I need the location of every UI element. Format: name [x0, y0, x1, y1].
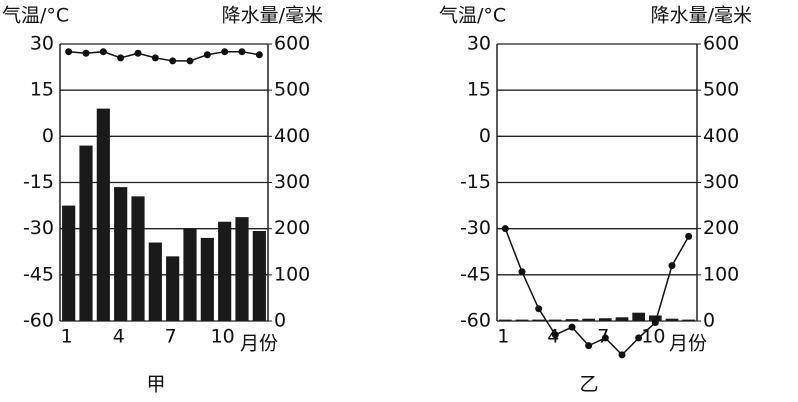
- bar: [252, 230, 266, 321]
- y-tick-label: 30: [467, 33, 491, 55]
- x-tick-label: 7: [165, 326, 177, 348]
- line: [68, 50, 260, 62]
- bar: [599, 318, 612, 321]
- line-point: [203, 51, 211, 59]
- line-point: [685, 232, 693, 240]
- y-tick-label: 15: [30, 79, 54, 101]
- bar: [148, 242, 162, 321]
- x-tick-label: 10: [641, 326, 665, 348]
- y-tick-label: -15: [23, 171, 54, 193]
- chart-caption: 乙: [579, 374, 598, 396]
- y-tick-label: -45: [460, 263, 491, 285]
- line-point: [221, 48, 229, 56]
- bar: [62, 205, 76, 321]
- x-axis-title: 月份: [240, 333, 278, 355]
- line-point: [82, 49, 90, 57]
- x-tick-label: 1: [61, 326, 73, 348]
- y-tick-label: -60: [460, 310, 491, 332]
- bar: [532, 319, 545, 321]
- bar: [665, 318, 679, 321]
- y2-tick-label: 400: [703, 125, 739, 147]
- bar: [79, 145, 93, 321]
- bar: [515, 319, 529, 321]
- y-axis-title: 气温/°C: [2, 5, 69, 27]
- y2-tick-label: 200: [703, 217, 739, 239]
- y2-tick-label: 500: [274, 79, 310, 101]
- bar: [131, 196, 145, 321]
- line-point: [501, 225, 509, 233]
- y2-tick-label: 300: [274, 171, 310, 193]
- line-point: [535, 305, 543, 313]
- line-point: [585, 342, 593, 350]
- bar: [632, 312, 645, 321]
- bar: [235, 217, 249, 321]
- line-point: [169, 57, 177, 65]
- line-point: [635, 334, 643, 342]
- line-point: [65, 48, 73, 56]
- line-point: [568, 323, 576, 331]
- line-point: [518, 268, 526, 276]
- y2-tick-label: 300: [703, 171, 739, 193]
- y-tick-label: -60: [23, 310, 54, 332]
- line-point: [99, 48, 107, 56]
- line-point: [186, 57, 194, 65]
- y-tick-label: -30: [23, 217, 54, 239]
- y2-axis-title: 降水量/毫米: [651, 5, 752, 27]
- y-tick-label: 0: [479, 125, 491, 147]
- bar: [114, 187, 128, 321]
- line-point: [551, 331, 559, 339]
- line-point: [668, 262, 676, 270]
- line-point: [601, 334, 609, 342]
- bar: [218, 221, 232, 321]
- y2-tick-label: 0: [274, 310, 286, 332]
- bar: [499, 319, 512, 321]
- y-tick-label: 30: [30, 33, 54, 55]
- x-tick-label: 4: [113, 326, 125, 348]
- y2-tick-label: 100: [703, 263, 739, 285]
- y2-tick-label: 0: [703, 310, 715, 332]
- line-point: [618, 351, 626, 359]
- y2-tick-label: 600: [274, 33, 310, 55]
- y-tick-label: -30: [460, 217, 491, 239]
- x-axis-title: 月份: [669, 333, 707, 355]
- y2-tick-label: 200: [274, 217, 310, 239]
- y-tick-label: -15: [460, 171, 491, 193]
- y2-tick-label: 400: [274, 125, 310, 147]
- chart-caption: 甲: [146, 374, 165, 396]
- line-point: [651, 319, 659, 327]
- bar: [200, 237, 214, 321]
- line-point: [238, 48, 246, 56]
- y2-tick-label: 500: [703, 79, 739, 101]
- bar: [582, 318, 595, 321]
- y-tick-label: 0: [42, 125, 54, 147]
- x-tick-label: 1: [497, 326, 509, 348]
- y-axis-title: 气温/°C: [439, 5, 506, 27]
- bar: [615, 317, 629, 321]
- y-tick-label: -45: [23, 263, 54, 285]
- line-point: [134, 49, 142, 57]
- y-tick-label: 15: [467, 79, 491, 101]
- bar: [649, 315, 662, 321]
- y2-tick-label: 600: [703, 33, 739, 55]
- bar: [96, 108, 110, 321]
- bar: [183, 228, 197, 321]
- y2-tick-label: 100: [274, 263, 310, 285]
- x-tick-label: 10: [211, 326, 235, 348]
- bar: [166, 256, 180, 321]
- bar: [682, 319, 695, 321]
- y2-axis-title: 降水量/毫米: [222, 5, 323, 27]
- bar: [565, 319, 579, 321]
- line-point: [151, 54, 159, 62]
- bar: [549, 319, 562, 321]
- line-point: [117, 54, 125, 62]
- line-point: [255, 51, 263, 59]
- line: [504, 228, 690, 356]
